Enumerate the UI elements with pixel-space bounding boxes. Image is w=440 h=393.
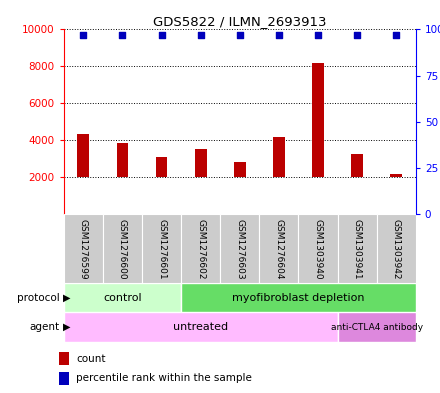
Bar — [259, 214, 298, 283]
Text: GSM1276604: GSM1276604 — [275, 219, 283, 279]
Point — [80, 32, 87, 38]
Text: myofibroblast depletion: myofibroblast depletion — [232, 293, 365, 303]
Bar — [77, 134, 89, 177]
Title: GDS5822 / ILMN_2693913: GDS5822 / ILMN_2693913 — [153, 15, 326, 28]
Text: control: control — [103, 293, 142, 303]
Bar — [59, 372, 69, 385]
Bar — [181, 283, 416, 312]
Bar — [181, 214, 220, 283]
Bar — [220, 214, 259, 283]
Bar — [64, 283, 181, 312]
Bar — [234, 162, 246, 177]
Bar — [64, 214, 103, 283]
Bar — [59, 352, 69, 365]
Bar — [337, 312, 416, 342]
Text: GSM1276601: GSM1276601 — [157, 219, 166, 280]
Text: count: count — [76, 354, 106, 364]
Text: untreated: untreated — [173, 322, 228, 332]
Point — [393, 32, 400, 38]
Bar — [337, 214, 377, 283]
Text: ▶: ▶ — [63, 293, 71, 303]
Text: anti-CTLA4 antibody: anti-CTLA4 antibody — [330, 323, 423, 332]
Bar — [117, 143, 128, 177]
Point — [275, 32, 282, 38]
Text: ▶: ▶ — [63, 322, 71, 332]
Text: GSM1276602: GSM1276602 — [196, 219, 205, 279]
Point — [119, 32, 126, 38]
Bar — [142, 214, 181, 283]
Bar — [390, 174, 402, 177]
Text: GSM1303941: GSM1303941 — [352, 219, 362, 280]
Bar — [103, 214, 142, 283]
Text: GSM1303942: GSM1303942 — [392, 219, 401, 279]
Text: agent: agent — [29, 322, 59, 332]
Bar — [312, 63, 324, 177]
Text: GSM1276599: GSM1276599 — [79, 219, 88, 280]
Point — [197, 32, 204, 38]
Text: GSM1303940: GSM1303940 — [314, 219, 323, 280]
Point — [354, 32, 361, 38]
Bar — [298, 214, 337, 283]
Text: GSM1276603: GSM1276603 — [235, 219, 244, 280]
Text: percentile rank within the sample: percentile rank within the sample — [76, 373, 252, 383]
Bar — [156, 157, 168, 177]
Point — [158, 32, 165, 38]
Bar — [64, 312, 337, 342]
Bar — [351, 154, 363, 177]
Text: protocol: protocol — [17, 293, 59, 303]
Point — [315, 32, 322, 38]
Bar — [273, 137, 285, 177]
Text: GSM1276600: GSM1276600 — [118, 219, 127, 280]
Bar — [195, 149, 206, 177]
Bar — [377, 214, 416, 283]
Point — [236, 32, 243, 38]
